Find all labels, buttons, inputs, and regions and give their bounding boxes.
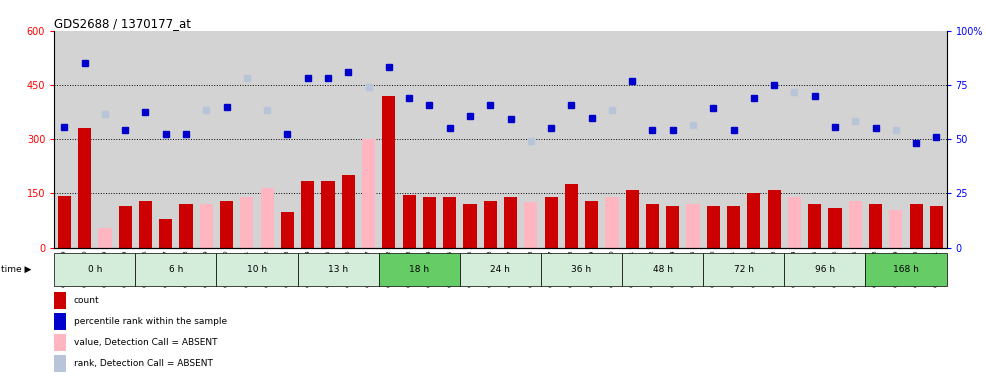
Bar bbox=[541, 253, 622, 286]
Bar bbox=[784, 253, 866, 286]
Bar bbox=[78, 128, 92, 248]
Bar bbox=[747, 194, 760, 248]
Bar bbox=[298, 253, 379, 286]
Text: time ▶: time ▶ bbox=[1, 265, 32, 274]
Bar bbox=[626, 190, 639, 248]
Bar bbox=[585, 201, 599, 248]
Bar bbox=[504, 197, 517, 248]
Bar bbox=[909, 204, 923, 248]
Text: 6 h: 6 h bbox=[169, 265, 183, 274]
Bar bbox=[159, 219, 173, 248]
Text: value, Detection Call = ABSENT: value, Detection Call = ABSENT bbox=[74, 338, 218, 347]
Bar bbox=[703, 253, 784, 286]
Bar bbox=[443, 197, 457, 248]
Bar bbox=[179, 204, 192, 248]
Bar bbox=[118, 206, 132, 248]
Text: 24 h: 24 h bbox=[490, 265, 511, 274]
Bar bbox=[220, 201, 234, 248]
Text: 72 h: 72 h bbox=[734, 265, 753, 274]
Bar bbox=[869, 204, 882, 248]
Bar bbox=[767, 190, 781, 248]
Bar bbox=[646, 204, 659, 248]
Bar bbox=[544, 197, 558, 248]
Text: 10 h: 10 h bbox=[246, 265, 267, 274]
Bar bbox=[200, 204, 213, 248]
Bar bbox=[889, 210, 902, 248]
Bar bbox=[217, 253, 298, 286]
Bar bbox=[707, 206, 720, 248]
Bar bbox=[135, 253, 217, 286]
Bar bbox=[463, 204, 476, 248]
Text: 13 h: 13 h bbox=[328, 265, 348, 274]
Bar bbox=[866, 253, 947, 286]
Bar bbox=[281, 212, 294, 248]
Text: 48 h: 48 h bbox=[653, 265, 672, 274]
Bar bbox=[383, 96, 395, 248]
Text: rank, Detection Call = ABSENT: rank, Detection Call = ABSENT bbox=[74, 359, 213, 368]
Bar bbox=[788, 197, 801, 248]
Bar bbox=[58, 196, 71, 248]
Bar bbox=[321, 181, 334, 248]
Bar bbox=[930, 206, 943, 248]
Text: percentile rank within the sample: percentile rank within the sample bbox=[74, 317, 227, 326]
Bar bbox=[525, 202, 537, 248]
Bar bbox=[828, 208, 842, 248]
Bar bbox=[667, 206, 679, 248]
Bar bbox=[605, 197, 618, 248]
Text: count: count bbox=[74, 296, 100, 305]
Bar bbox=[99, 228, 111, 248]
Bar bbox=[379, 253, 459, 286]
Bar bbox=[484, 201, 497, 248]
Bar bbox=[402, 195, 416, 248]
Text: 96 h: 96 h bbox=[814, 265, 835, 274]
Bar bbox=[423, 197, 436, 248]
Bar bbox=[54, 253, 135, 286]
Bar bbox=[809, 204, 821, 248]
Bar bbox=[459, 253, 541, 286]
Text: 168 h: 168 h bbox=[893, 265, 919, 274]
Bar bbox=[342, 175, 355, 248]
Bar bbox=[727, 206, 740, 248]
Bar bbox=[849, 201, 862, 248]
Bar bbox=[241, 197, 253, 248]
Text: 18 h: 18 h bbox=[409, 265, 429, 274]
Bar bbox=[301, 181, 315, 248]
Bar bbox=[565, 184, 578, 248]
Text: GDS2688 / 1370177_at: GDS2688 / 1370177_at bbox=[54, 17, 191, 30]
Bar bbox=[362, 139, 375, 248]
Text: 0 h: 0 h bbox=[88, 265, 102, 274]
Bar bbox=[622, 253, 703, 286]
Text: 36 h: 36 h bbox=[572, 265, 592, 274]
Bar bbox=[686, 204, 700, 248]
Bar bbox=[139, 201, 152, 248]
Bar bbox=[260, 188, 274, 248]
